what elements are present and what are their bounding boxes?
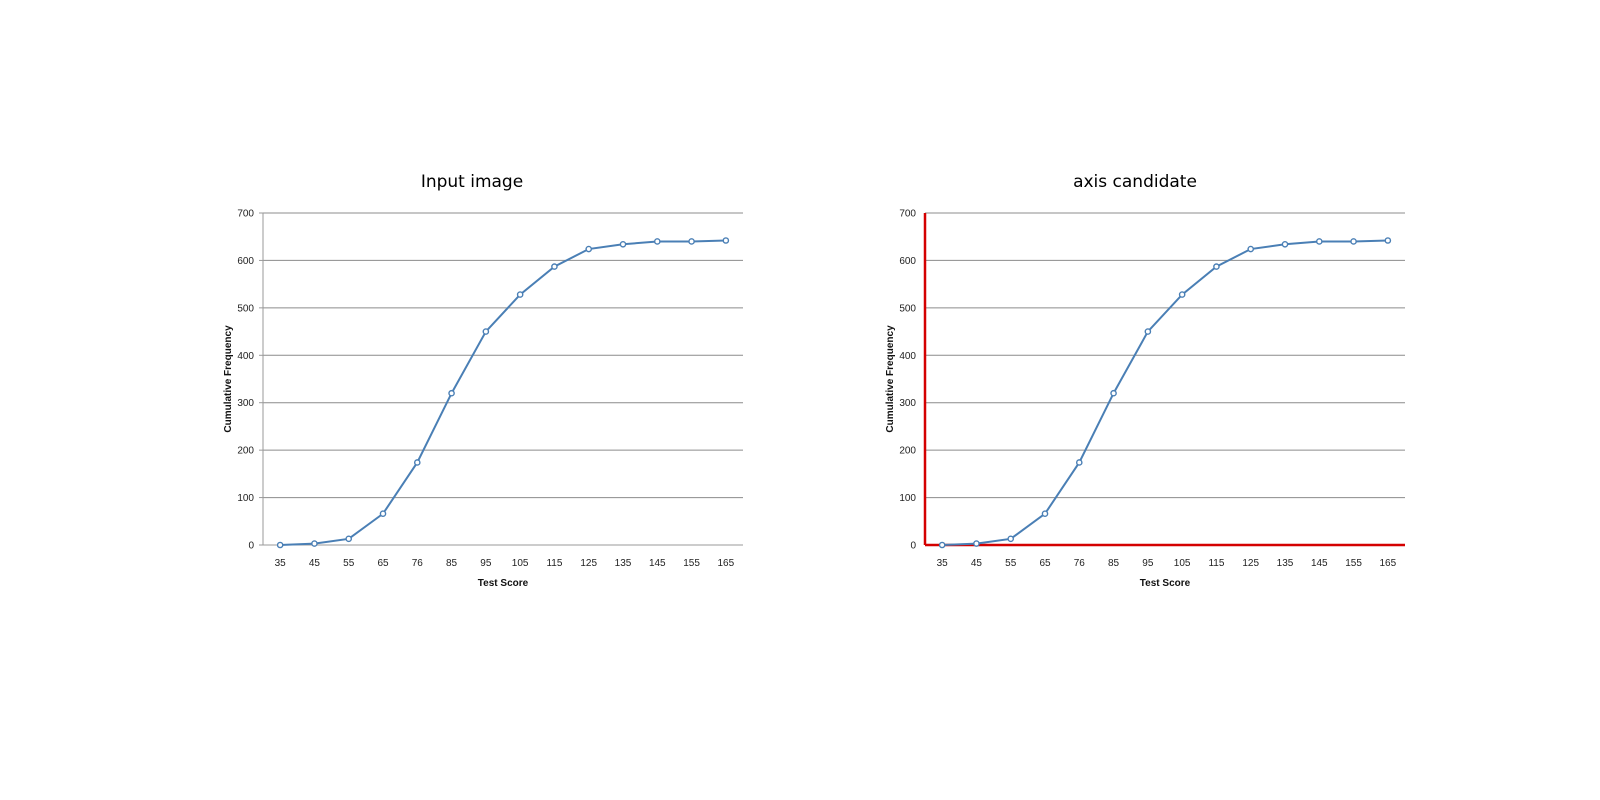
data-point: [1178, 291, 1186, 298]
x-tick-label: 155: [1345, 558, 1362, 569]
y-tick-label: 500: [237, 303, 254, 314]
x-tick-label: 45: [309, 558, 321, 569]
data-point: [1110, 389, 1117, 397]
x-tick-label: 35: [275, 558, 287, 569]
x-tick-label: 65: [377, 558, 389, 569]
x-tick-label: 55: [343, 558, 355, 569]
y-tick-label: 500: [899, 303, 916, 314]
x-tick-label: 145: [649, 558, 666, 569]
y-axis-title: Cumulative Frequency: [885, 325, 896, 433]
x-tick-label: 76: [412, 558, 424, 569]
left-chart: 0 100 200 300 400 500 600 700 35 45 55 65 76 85 95 105 1…: [223, 209, 743, 589]
y-tick-label: 700: [899, 209, 916, 220]
data-point: [688, 238, 695, 245]
x-tick-label: 125: [580, 558, 597, 569]
data-point: [413, 459, 421, 466]
data-point: [1315, 238, 1323, 245]
data-point: [1213, 263, 1220, 270]
left-panel-title: Input image: [420, 172, 524, 192]
y-tick-label: 0: [910, 541, 916, 552]
data-point: [1281, 241, 1289, 248]
data-point: [516, 291, 524, 298]
data-point: [1007, 535, 1015, 543]
y-tick-label: 100: [899, 493, 916, 504]
right-panel-title: axis candidate: [1073, 172, 1197, 192]
x-tick-label: 115: [546, 558, 562, 569]
y-tick-label: 700: [237, 209, 254, 220]
x-tick-label: 65: [1039, 558, 1051, 569]
data-point: [722, 237, 730, 244]
x-tick-label: 125: [1242, 558, 1259, 569]
data-point: [585, 245, 593, 253]
data-point: [938, 541, 946, 549]
data-point: [1075, 459, 1083, 466]
x-tick-label: 35: [937, 558, 949, 569]
data-point: [482, 328, 490, 335]
data-point: [653, 238, 661, 245]
x-tick-label: 145: [1311, 558, 1328, 569]
data-point: [1144, 328, 1152, 335]
x-tick-label: 45: [971, 558, 983, 569]
data-point: [1247, 245, 1255, 253]
x-tick-label: 135: [1277, 558, 1294, 569]
y-tick-label: 0: [248, 541, 254, 552]
x-tick-label: 85: [446, 558, 458, 569]
x-tick-label: 155: [683, 558, 700, 569]
y-tick-label: 600: [237, 256, 254, 267]
x-tick-label: 105: [512, 558, 529, 569]
x-axis-title: Test Score: [478, 578, 529, 589]
data-point: [448, 389, 455, 397]
x-tick-label: 85: [1108, 558, 1120, 569]
data-point: [973, 540, 980, 547]
x-tick-label: 55: [1005, 558, 1017, 569]
x-tick-label: 165: [718, 558, 735, 569]
x-tick-label: 105: [1174, 558, 1191, 569]
data-point: [379, 510, 387, 517]
data-point: [276, 541, 284, 549]
y-tick-label: 300: [899, 398, 916, 409]
x-axis-title: Test Score: [1140, 578, 1191, 589]
y-tick-label: 300: [237, 398, 254, 409]
x-tick-label: 115: [1208, 558, 1224, 569]
right-chart: 0 100 200 300 400 500 600 700 35 45 55 65 76 85 95 105 1…: [885, 209, 1405, 589]
y-tick-label: 200: [899, 446, 916, 457]
y-tick-label: 100: [237, 493, 254, 504]
data-point: [345, 535, 353, 543]
data-point: [1041, 510, 1049, 517]
y-tick-label: 400: [237, 351, 254, 362]
data-point: [311, 540, 318, 547]
x-tick-label: 95: [480, 558, 492, 569]
series-line: [280, 239, 726, 546]
x-tick-label: 165: [1380, 558, 1397, 569]
data-point: [1350, 238, 1357, 245]
x-tick-label: 76: [1074, 558, 1086, 569]
x-tick-label: 135: [615, 558, 632, 569]
y-tick-label: 200: [237, 446, 254, 457]
y-axis-title: Cumulative Frequency: [223, 325, 234, 433]
series-line: [942, 239, 1388, 546]
data-point: [1384, 237, 1392, 244]
data-point: [551, 263, 558, 270]
y-tick-label: 400: [899, 351, 916, 362]
x-tick-label: 95: [1142, 558, 1154, 569]
y-tick-label: 600: [899, 256, 916, 267]
data-point: [619, 241, 627, 248]
